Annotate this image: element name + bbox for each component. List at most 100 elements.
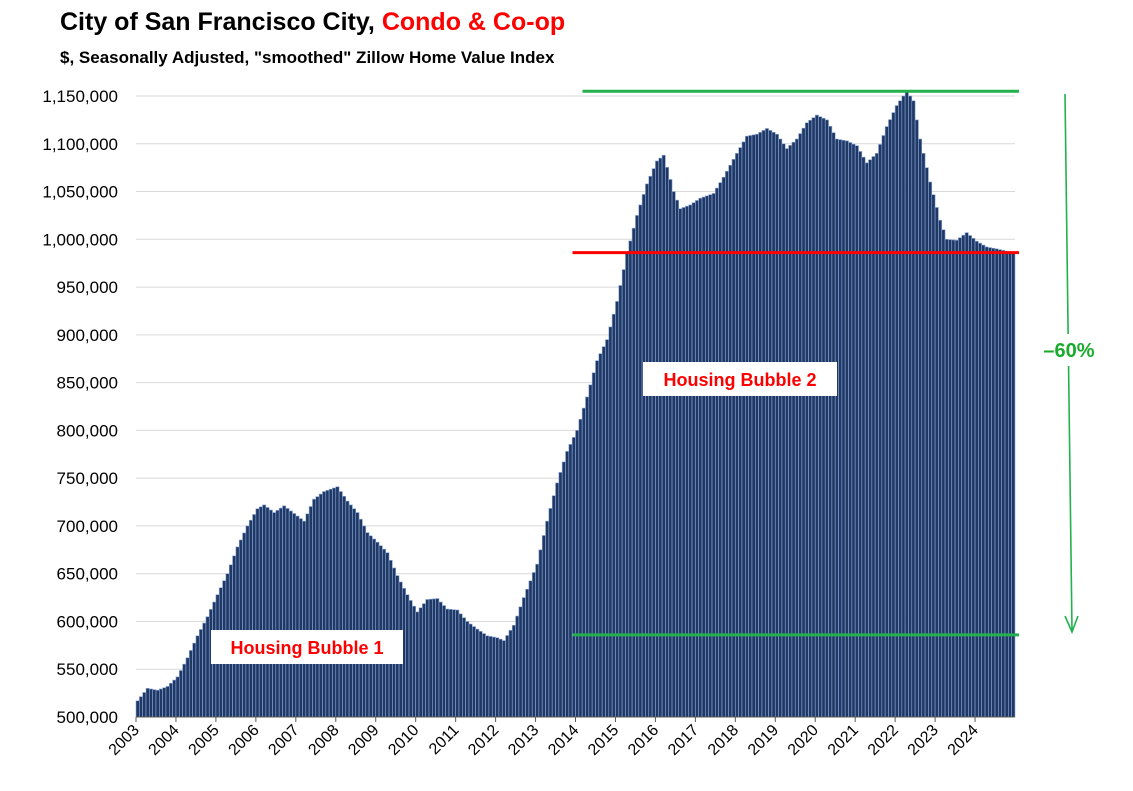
bar <box>948 239 953 718</box>
bar <box>162 687 167 718</box>
bar <box>535 563 540 718</box>
y-tick-label: 750,000 <box>57 469 118 488</box>
x-tick-label: 2020 <box>785 722 822 759</box>
bar <box>671 191 676 718</box>
reference-lines-layer <box>572 89 1019 637</box>
bar <box>794 138 799 718</box>
bar <box>415 611 420 718</box>
bar <box>735 153 739 718</box>
bar <box>685 205 690 718</box>
bar <box>338 491 343 718</box>
bar <box>668 179 673 718</box>
bar <box>588 384 593 718</box>
bar <box>335 486 340 718</box>
bar <box>188 650 193 718</box>
bar <box>578 418 583 718</box>
bars-layer <box>135 90 1016 718</box>
bar <box>718 182 723 718</box>
bar <box>838 139 843 718</box>
bar <box>362 525 367 718</box>
bubble-2-label-box <box>643 362 837 396</box>
y-tick-label: 550,000 <box>57 660 118 679</box>
bar <box>495 637 500 718</box>
bar <box>705 195 709 718</box>
bar <box>242 532 247 718</box>
bar <box>638 204 643 718</box>
chart-title-main: City of San Francisco City, <box>60 8 382 36</box>
bar <box>135 700 140 718</box>
bar <box>358 518 363 718</box>
bar <box>751 134 756 718</box>
bar <box>555 482 560 718</box>
bar <box>601 346 606 718</box>
x-tick-label: 2024 <box>945 722 982 759</box>
bar <box>312 498 317 718</box>
bar <box>904 90 909 718</box>
bar <box>322 491 327 718</box>
bar <box>771 132 776 718</box>
bar <box>418 607 423 718</box>
bar <box>878 144 883 718</box>
bar <box>788 145 793 718</box>
bar <box>658 157 663 718</box>
drop-percent-label: –60% <box>1043 340 1094 362</box>
bar <box>635 215 640 718</box>
bar <box>468 623 473 718</box>
x-tick-label: 2016 <box>625 722 662 759</box>
x-tick-label: 2011 <box>426 722 462 758</box>
bar <box>152 689 157 718</box>
bar <box>791 141 796 718</box>
bar <box>964 232 969 718</box>
bar <box>308 506 313 718</box>
bar <box>854 145 859 718</box>
bar <box>548 508 553 718</box>
bar <box>605 339 610 718</box>
bar <box>841 139 846 718</box>
bar <box>262 504 267 718</box>
bar <box>172 679 177 718</box>
bar <box>778 138 783 718</box>
bar <box>798 133 803 718</box>
bar <box>891 112 896 718</box>
bar <box>591 372 596 718</box>
bar <box>998 249 1002 718</box>
bar <box>531 572 536 718</box>
bar <box>928 181 933 718</box>
bar <box>481 633 486 718</box>
bar <box>252 514 257 718</box>
y-tick-label: 500,000 <box>57 708 118 727</box>
x-tick-label: 2007 <box>265 722 302 759</box>
bar <box>745 135 749 718</box>
bar <box>764 128 769 718</box>
bar <box>248 519 253 718</box>
y-tick-label: 1,100,000 <box>42 135 118 154</box>
bar <box>442 605 446 718</box>
bar <box>774 133 779 718</box>
y-tick-label: 950,000 <box>57 278 118 297</box>
bar <box>888 119 893 718</box>
bar <box>971 238 976 718</box>
bar <box>565 451 570 718</box>
bar <box>921 153 926 718</box>
bar <box>428 598 433 718</box>
bar <box>518 606 523 718</box>
y-tick-label: 1,150,000 <box>42 87 118 106</box>
bar <box>881 135 886 718</box>
bubble-1-label-box <box>211 630 403 664</box>
bar <box>471 626 476 718</box>
bar <box>528 580 533 718</box>
bar <box>934 207 939 718</box>
bar <box>475 628 480 718</box>
bar <box>678 208 683 718</box>
bar <box>498 638 503 718</box>
bar <box>372 538 377 718</box>
bar <box>758 132 763 718</box>
x-tick-label: 2009 <box>345 722 382 759</box>
bar <box>182 663 187 718</box>
bar <box>991 247 996 718</box>
bar <box>811 117 816 718</box>
bar <box>814 114 819 718</box>
x-tick-label: 2012 <box>465 722 502 759</box>
bar <box>435 598 440 718</box>
bar <box>931 194 936 718</box>
